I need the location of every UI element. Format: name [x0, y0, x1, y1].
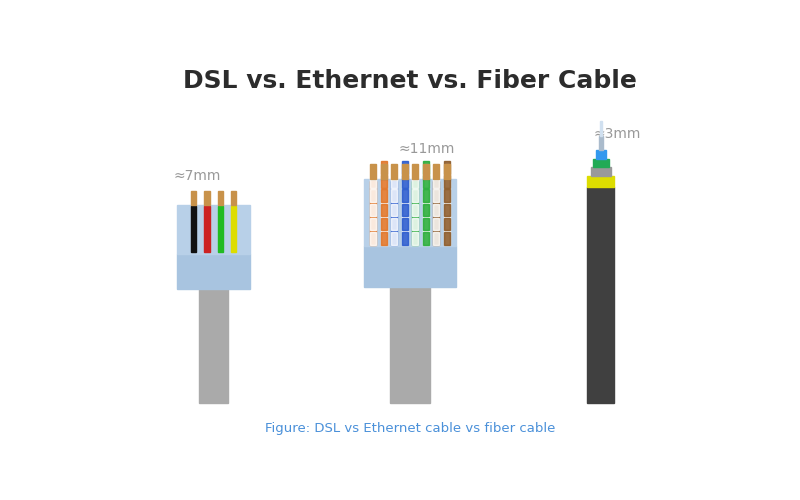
Bar — [402, 232, 408, 244]
Bar — [599, 136, 603, 150]
Bar — [434, 204, 439, 216]
Bar — [587, 187, 614, 402]
Bar — [412, 181, 418, 244]
Bar — [390, 280, 430, 402]
Bar — [231, 206, 237, 252]
Bar — [444, 181, 450, 244]
Bar — [444, 164, 450, 180]
Bar — [422, 190, 429, 202]
Bar — [370, 164, 376, 180]
Bar — [391, 218, 398, 230]
Bar — [218, 206, 223, 252]
Bar — [434, 164, 439, 180]
Bar — [191, 206, 196, 252]
Bar — [444, 232, 450, 244]
Bar — [402, 181, 408, 244]
Bar — [594, 158, 609, 167]
Bar — [391, 164, 398, 180]
Bar — [434, 175, 439, 188]
Bar — [391, 232, 398, 244]
Bar — [191, 191, 196, 205]
Bar — [370, 175, 376, 188]
Bar — [364, 246, 456, 287]
Bar — [434, 190, 439, 202]
Bar — [402, 161, 408, 174]
Bar — [391, 181, 398, 244]
Bar — [422, 218, 429, 230]
Text: ≈3mm: ≈3mm — [594, 127, 641, 141]
Bar — [402, 218, 408, 230]
Bar — [391, 175, 398, 188]
Bar — [412, 164, 418, 180]
Bar — [402, 164, 408, 180]
Bar — [204, 191, 210, 205]
Bar — [444, 204, 450, 216]
Bar — [402, 175, 408, 188]
Bar — [381, 204, 386, 216]
Bar — [422, 204, 429, 216]
Bar — [364, 180, 456, 246]
Bar — [370, 181, 376, 244]
Bar — [402, 204, 408, 216]
Bar — [381, 181, 386, 244]
Bar — [381, 232, 386, 244]
Bar — [370, 204, 376, 216]
Bar — [412, 232, 418, 244]
Bar — [412, 204, 418, 216]
Bar — [444, 190, 450, 202]
Text: ≈11mm: ≈11mm — [398, 142, 455, 156]
Bar — [177, 254, 250, 290]
Bar — [434, 161, 439, 174]
Bar — [370, 218, 376, 230]
Bar — [422, 161, 429, 174]
Bar — [434, 181, 439, 244]
Bar — [381, 164, 386, 180]
Bar — [600, 121, 602, 136]
Bar — [381, 161, 386, 174]
Bar — [444, 161, 450, 174]
Bar — [218, 191, 223, 205]
Bar — [231, 191, 237, 205]
Bar — [422, 181, 429, 244]
Bar — [370, 190, 376, 202]
Bar — [422, 164, 429, 180]
Bar — [370, 161, 376, 174]
Bar — [422, 175, 429, 188]
Bar — [422, 232, 429, 244]
Text: DSL vs. Ethernet vs. Fiber Cable: DSL vs. Ethernet vs. Fiber Cable — [183, 69, 637, 93]
Bar — [391, 204, 398, 216]
Bar — [177, 205, 250, 254]
Text: Figure: DSL vs Ethernet cable vs fiber cable: Figure: DSL vs Ethernet cable vs fiber c… — [265, 422, 555, 434]
Bar — [381, 190, 386, 202]
Text: ≈7mm: ≈7mm — [174, 169, 221, 183]
Bar — [412, 161, 418, 174]
Bar — [434, 232, 439, 244]
Bar — [381, 218, 386, 230]
Bar — [412, 218, 418, 230]
Bar — [204, 206, 210, 252]
Bar — [391, 190, 398, 202]
Bar — [444, 175, 450, 188]
Bar — [596, 150, 606, 158]
Bar — [590, 167, 611, 176]
Bar — [391, 161, 398, 174]
Bar — [434, 218, 439, 230]
Bar — [381, 175, 386, 188]
Bar — [412, 190, 418, 202]
Bar — [370, 232, 376, 244]
Bar — [412, 175, 418, 188]
Bar — [199, 284, 228, 403]
Bar — [444, 218, 450, 230]
Bar — [587, 176, 614, 187]
Bar — [402, 190, 408, 202]
